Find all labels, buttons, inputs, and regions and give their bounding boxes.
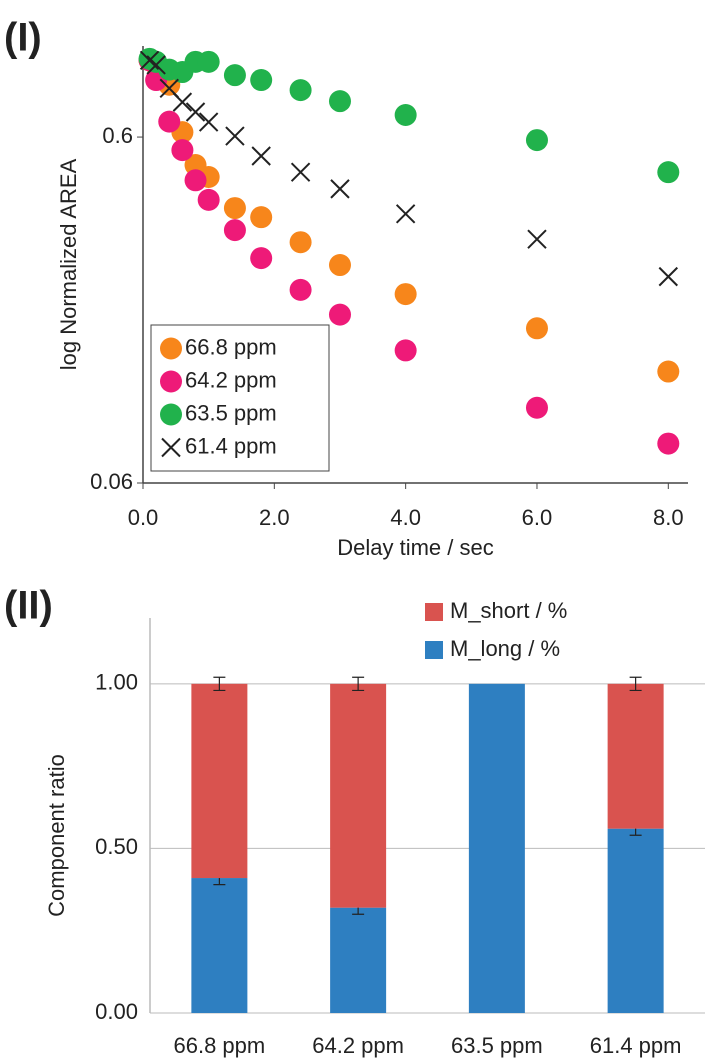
y-tick-label: 0.00 — [95, 999, 138, 1024]
point — [328, 254, 351, 277]
legend-label: 63.5 ppm — [185, 400, 277, 425]
x-axis-label: Delay time / sec — [337, 535, 494, 560]
cross-marker — [198, 112, 219, 132]
x-tick-label: 64.2 ppm — [312, 1033, 404, 1058]
panel-label: (I) — [4, 16, 42, 60]
point — [394, 339, 417, 362]
x-tick-label: 2.0 — [259, 505, 290, 530]
legend-swatch — [425, 603, 443, 621]
cross-marker — [527, 229, 547, 249]
y-tick-label: 0.06 — [90, 469, 133, 494]
bar-segment — [191, 683, 248, 879]
bar-segment — [330, 683, 387, 908]
x-tick-label: 8.0 — [653, 505, 684, 530]
legend-swatch — [425, 641, 443, 659]
y-axis-label: log Normalized AREA — [56, 158, 81, 370]
bar-segment — [191, 878, 248, 1013]
point — [657, 360, 680, 383]
point — [657, 432, 680, 455]
error-bar — [213, 676, 226, 692]
bar-segment — [330, 907, 387, 1013]
point — [328, 90, 351, 113]
legend-label: 66.8 ppm — [185, 334, 277, 359]
point — [394, 103, 417, 126]
cross-marker — [290, 162, 311, 182]
point — [250, 206, 273, 229]
point — [171, 139, 194, 162]
cross-marker — [172, 92, 193, 112]
point — [160, 370, 182, 393]
point — [197, 188, 220, 211]
point — [525, 129, 548, 152]
y-tick-label: 1.00 — [95, 670, 138, 695]
bar-segment — [607, 683, 664, 829]
point — [289, 278, 312, 301]
point — [160, 337, 182, 360]
point — [197, 50, 220, 73]
point — [184, 169, 207, 192]
error-bar — [629, 676, 642, 692]
point — [250, 69, 273, 92]
point — [328, 303, 351, 326]
point — [289, 231, 312, 254]
point — [223, 64, 246, 87]
point — [289, 79, 312, 102]
point — [250, 247, 273, 270]
legend-label: M_long / % — [450, 636, 560, 661]
x-tick-label: 0.0 — [128, 505, 159, 530]
point — [223, 197, 246, 220]
y-tick-label: 0.6 — [102, 123, 133, 148]
cross-marker — [330, 179, 350, 199]
x-tick-label: 4.0 — [390, 505, 421, 530]
y-axis-label: Component ratio — [44, 754, 69, 917]
point — [158, 110, 181, 133]
x-tick-label: 61.4 ppm — [590, 1033, 682, 1058]
cross-marker — [395, 204, 416, 224]
point — [525, 396, 548, 419]
legend-label: 61.4 ppm — [185, 433, 277, 458]
cross-marker — [658, 266, 679, 287]
x-tick-label: 63.5 ppm — [451, 1033, 543, 1058]
cross-marker — [146, 55, 166, 75]
cross-marker — [251, 146, 271, 166]
point — [160, 403, 182, 426]
y-tick-label: 0.50 — [95, 834, 138, 859]
point — [525, 317, 548, 340]
legend-label: M_short / % — [450, 598, 567, 623]
bar-segment — [468, 683, 525, 1013]
x-tick-label: 6.0 — [522, 505, 553, 530]
legend-label: 64.2 ppm — [185, 367, 277, 392]
error-bar — [352, 676, 365, 692]
point — [394, 283, 417, 306]
cross-marker — [185, 102, 206, 122]
panel-label: (II) — [4, 584, 53, 628]
cross-marker — [161, 437, 181, 458]
cross-marker — [225, 126, 245, 146]
x-tick-label: 66.8 ppm — [174, 1033, 266, 1058]
point — [223, 219, 246, 242]
bar-segment — [607, 828, 664, 1013]
point — [657, 161, 680, 184]
